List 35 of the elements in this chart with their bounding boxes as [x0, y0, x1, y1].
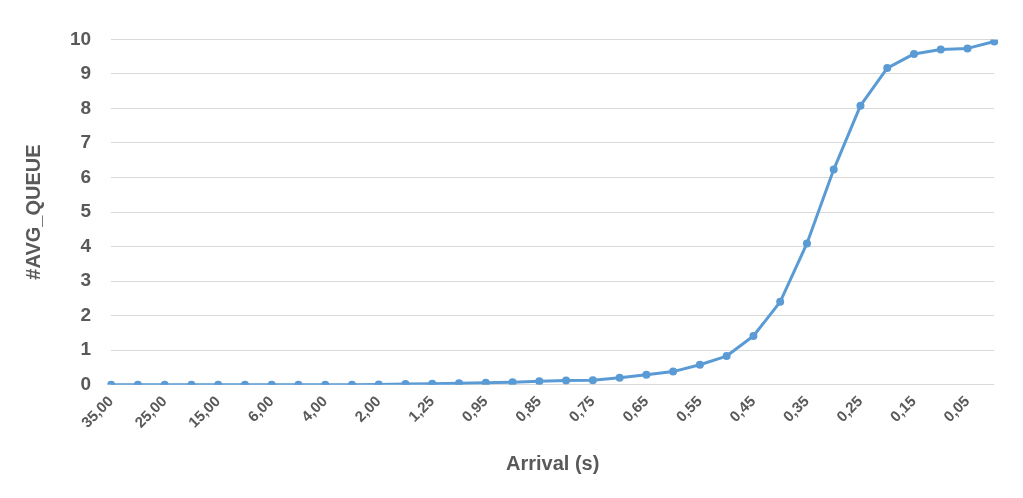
y-tick-label: 3	[80, 269, 92, 291]
y-tick-label: 5	[80, 200, 92, 222]
y-tick-label: 7	[80, 131, 92, 153]
y-tick-label: 2	[80, 303, 92, 325]
point	[669, 367, 678, 376]
point	[508, 378, 517, 385]
x-tick-label: 4,00	[297, 392, 331, 425]
y-tick-label: 0	[80, 372, 92, 394]
point	[963, 44, 972, 53]
y-tick-label: 8	[80, 96, 92, 118]
point	[588, 376, 597, 385]
point	[776, 297, 785, 306]
y-tick-label: 4	[80, 234, 92, 256]
x-tick-label: 6,00	[244, 392, 277, 425]
point	[535, 377, 544, 385]
point	[802, 239, 811, 248]
point	[615, 373, 624, 382]
point	[856, 101, 865, 110]
y-tick-label: 6	[80, 165, 92, 187]
y-tick-label: 9	[80, 62, 92, 84]
y-tick-label: 10	[69, 27, 92, 49]
point	[722, 352, 731, 361]
point	[481, 378, 490, 385]
point	[883, 64, 892, 73]
y-tick-label: 1	[80, 338, 92, 360]
point	[695, 360, 704, 369]
x-axis-title: Arrival (s)	[506, 451, 600, 474]
point	[642, 370, 651, 379]
point	[990, 39, 999, 46]
point	[909, 49, 918, 58]
y-axis-title: #AVG_QUEUE	[21, 144, 44, 280]
point	[562, 376, 571, 385]
point	[749, 332, 758, 341]
point	[829, 165, 838, 174]
point	[936, 45, 945, 54]
